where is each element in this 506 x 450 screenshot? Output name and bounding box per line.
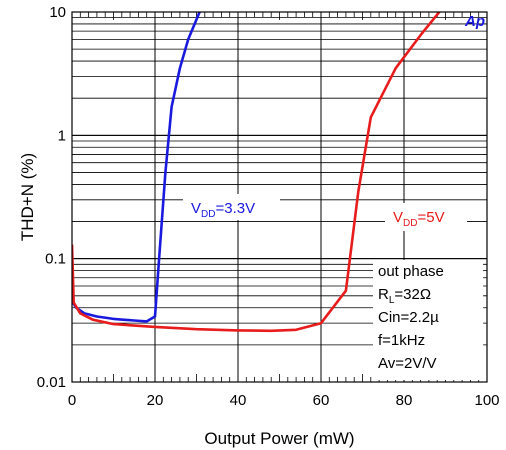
plot-frame [71,11,488,383]
y-tick-label: 10 [49,4,66,21]
y-tick-labels: 0.01 0.1 1 10 [37,4,66,391]
series-line-3v3 [72,12,202,323]
x-tick-label: 0 [68,392,76,409]
y-tick-label: 0.01 [37,374,66,391]
x-tick-label: 40 [230,392,247,409]
condition-line: Cin=2.2µ [378,309,439,326]
conditions-bg [373,260,483,380]
x-tick-label: 60 [313,392,330,409]
label-bg-5v [385,203,467,231]
condition-line: RL=32Ω [378,286,431,306]
x-axis-title: Output Power (mW) [204,429,354,448]
ap-logo: Ap [464,13,485,30]
label-bg-3v3 [183,194,280,220]
series-lines [72,12,441,333]
y-tick-label: 0.1 [45,251,66,268]
x-tick-label: 20 [147,392,164,409]
x-tick-label: 80 [396,392,413,409]
condition-line: f=1kHz [378,332,425,349]
condition-line: out phase [378,263,444,280]
series-label-3v3: VDD=3.3V [191,200,255,220]
x-tick-labels: 0 20 40 60 80 100 [68,392,500,409]
x-tick-label: 100 [474,392,499,409]
condition-line: Av=2V/V [378,355,437,372]
y-tick-label: 1 [58,127,66,144]
series-line-5v [72,12,441,333]
y-axis-title: THD+N (%) [18,153,37,241]
series-label-5v: VDD=5V [393,209,445,229]
